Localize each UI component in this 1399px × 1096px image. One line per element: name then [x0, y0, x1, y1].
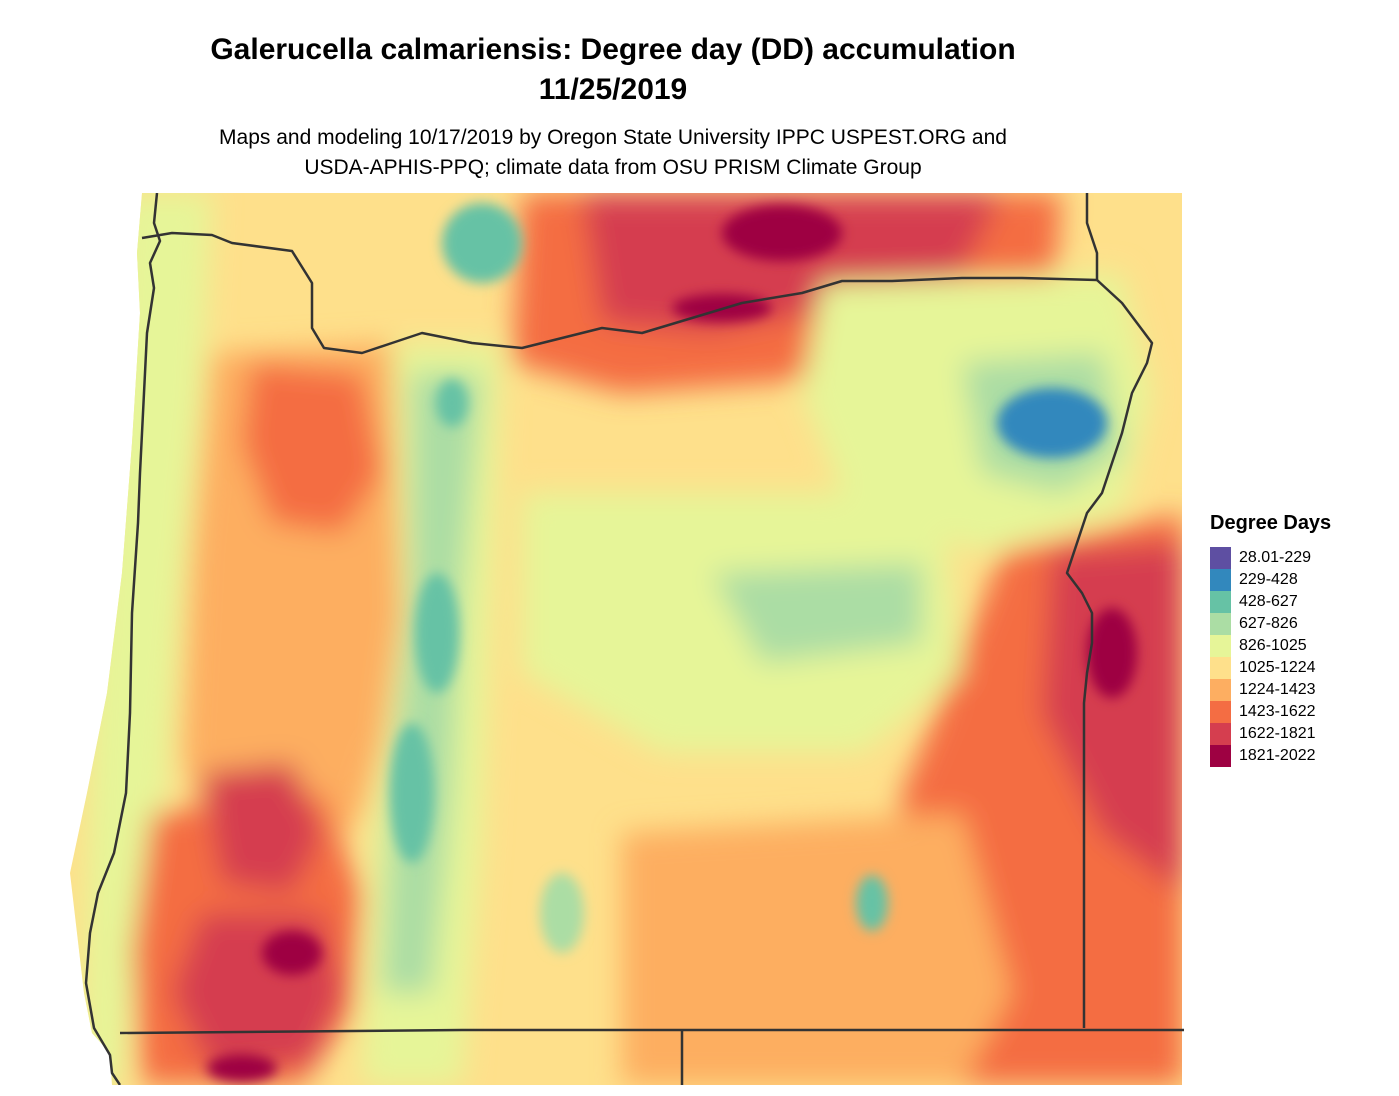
- map-canvas: [62, 193, 1184, 1085]
- dd-cold-cascade-south: [390, 723, 434, 863]
- map-title: Galerucella calmariensis: Degree day (DD…: [210, 33, 1016, 66]
- dd-cold-wallowa: [997, 388, 1107, 458]
- coastline: [84, 193, 162, 1085]
- legend-label: 1622-1821: [1239, 725, 1316, 742]
- legend-label: 28.01-229: [1239, 549, 1312, 566]
- legend-item: 28.01-229: [1210, 547, 1331, 569]
- legend-item: 1622-1821: [1210, 723, 1331, 745]
- legend-label: 1025-1224: [1239, 659, 1316, 676]
- legend-item: 1224-1423: [1210, 679, 1331, 701]
- legend-swatch: [1210, 613, 1231, 635]
- legend-item: 1423-1622: [1210, 701, 1331, 723]
- legend-item: 1821-2022: [1210, 745, 1331, 767]
- legend-swatch: [1210, 745, 1231, 767]
- legend-label: 428-627: [1239, 593, 1298, 610]
- dd-south-1224-1423: [622, 813, 1012, 1085]
- dd-sw-1622-1821: [202, 763, 322, 893]
- legend-rows: 28.01-229 229-428 428-627 627-826 826-1025 10…: [1210, 547, 1331, 767]
- legend-label: 1423-1622: [1239, 703, 1316, 720]
- dd-central-627-826: [712, 563, 922, 663]
- dd-hot-sw-corner: [207, 1054, 277, 1082]
- legend-title: Degree Days: [1210, 512, 1332, 534]
- legend-swatch: [1210, 701, 1231, 723]
- legend-item: 229-428: [1210, 569, 1331, 591]
- legend-swatch: [1210, 569, 1231, 591]
- dd-cold-steens: [856, 875, 888, 931]
- legend: Degree Days 28.01-229 229-428 428-627 627-8…: [1210, 512, 1331, 767]
- legend-swatch: [1210, 657, 1231, 679]
- dd-east-1622-1821: [1042, 543, 1182, 893]
- legend-label: 1821-2022: [1239, 747, 1316, 764]
- map-subtitle-line1: Maps and modeling 10/17/2019 by Oregon S…: [219, 126, 1007, 149]
- legend-item: 428-627: [1210, 591, 1331, 613]
- dd-cold-north-peak: [442, 203, 522, 283]
- dd-hot-columbia: [722, 205, 842, 261]
- dd-west-1423-1622: [242, 363, 382, 533]
- legend-label: 826-1025: [1239, 637, 1307, 654]
- dd-hot-rogue: [262, 931, 322, 975]
- border-columbia-river: [141, 231, 1098, 355]
- legend-item: 1025-1224: [1210, 657, 1331, 679]
- map-subtitle-line2: USDA-APHIS-PPQ; climate data from OSU PR…: [304, 156, 922, 179]
- legend-swatch: [1210, 679, 1231, 701]
- border-south: [119, 1028, 1184, 1035]
- legend-label: 1224-1423: [1239, 681, 1316, 698]
- border-snake-river: [1065, 279, 1154, 733]
- legend-item: 627-826: [1210, 613, 1331, 635]
- dd-north-1622-1821: [582, 193, 1002, 333]
- border-upper-river: [1085, 193, 1099, 280]
- degree-day-map: [62, 193, 1184, 1085]
- legend-swatch: [1210, 723, 1231, 745]
- legend-swatch: [1210, 547, 1231, 569]
- legend-item: 826-1025: [1210, 635, 1331, 657]
- dd-cold-mt-hood: [436, 379, 468, 427]
- legend-label: 627-826: [1239, 615, 1298, 632]
- legend-swatch: [1210, 591, 1231, 613]
- legend-label: 229-428: [1239, 571, 1298, 588]
- map-date: 11/25/2019: [538, 73, 688, 106]
- legend-swatch: [1210, 635, 1231, 657]
- dd-cold-warner: [540, 873, 584, 953]
- dd-cold-crater-lake: [415, 573, 459, 693]
- dd-hot-snake: [1087, 608, 1137, 698]
